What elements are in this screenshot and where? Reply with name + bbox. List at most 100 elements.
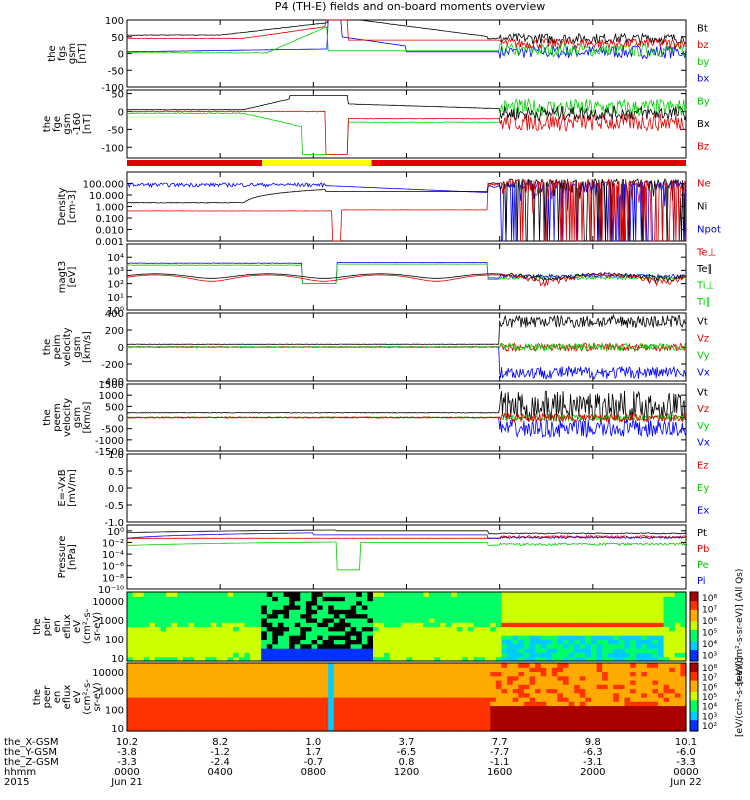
peer-cell [557, 705, 564, 711]
peer-cell [361, 675, 368, 681]
peir-cell [523, 626, 531, 632]
peir-cell [389, 613, 396, 619]
peir-cell [389, 609, 396, 615]
peir-cell [585, 592, 592, 597]
peer-cell [574, 722, 581, 728]
peer-cell [585, 667, 592, 673]
peer-cell [361, 726, 368, 732]
peer-cell [680, 709, 687, 715]
peir-cell [406, 652, 413, 658]
peer-cell [216, 671, 223, 677]
peir-cell [238, 592, 245, 597]
peir-cell [177, 592, 184, 597]
peer-cell [350, 726, 357, 732]
peir-cell [490, 609, 497, 615]
peer-cell [568, 722, 575, 728]
peir-cell [568, 592, 575, 597]
peir-cell [283, 600, 290, 606]
peer-cell [646, 722, 654, 728]
peer-cell [412, 709, 419, 715]
peer-cell [440, 722, 447, 728]
peir-cell [434, 617, 441, 623]
axis-row-value: 2000 [580, 767, 605, 778]
peer-cell [378, 726, 385, 732]
peer-cell [674, 688, 681, 694]
peir-cell [602, 613, 609, 619]
peer-cell [652, 684, 659, 690]
peir-cell [557, 596, 564, 602]
peir-cell [182, 626, 190, 632]
peir-cell [624, 604, 631, 610]
peir-cell [345, 600, 352, 606]
peir-cell [468, 656, 475, 662]
peer-colorbar-tick: 10² [702, 722, 717, 732]
peir-cell [557, 604, 564, 610]
peer-cell [227, 663, 234, 668]
peir-cell [261, 592, 268, 597]
peir-cell [529, 639, 536, 645]
peer-colorbar-cell [690, 719, 698, 724]
peer-cell [277, 671, 285, 677]
peer-cell [585, 701, 592, 707]
peer-cell [440, 709, 447, 715]
peir-cell [596, 617, 603, 623]
peir-cell [607, 626, 614, 632]
peer-cell [574, 714, 581, 719]
peer-cell [451, 684, 458, 690]
peir-cell [574, 613, 581, 619]
peir-cell [646, 643, 654, 649]
peer-cell [423, 718, 430, 724]
peer-cell [277, 709, 285, 715]
peer-cell [641, 701, 648, 707]
peir-cell [412, 635, 419, 640]
axis-row-label: the_Y-GSM [4, 747, 57, 758]
peir-cell [428, 652, 436, 658]
peir-cell [680, 592, 687, 597]
peer-cell [417, 705, 424, 711]
peer-cell [356, 726, 363, 732]
peir-cell [529, 596, 536, 602]
peir-cell [345, 596, 352, 602]
peer-cell [322, 722, 329, 728]
peer-cell [624, 705, 631, 711]
peir-cell [210, 596, 217, 602]
pressure-legend-Pi: Pi [697, 576, 706, 587]
peir-cell [194, 613, 201, 619]
peir-cell [423, 643, 430, 649]
peer-cell [350, 688, 357, 694]
peer-cell [138, 667, 145, 673]
peer-cell [574, 709, 581, 715]
peir-cell [635, 613, 642, 619]
peir-cell [378, 600, 385, 606]
peer-cell [182, 714, 190, 719]
peem-ytick-label: 0 [118, 414, 124, 425]
peer-cell [579, 688, 586, 694]
peir-cell [361, 626, 368, 632]
peir-cell [367, 600, 374, 606]
peer-cell [127, 692, 134, 698]
peer-cell [479, 663, 486, 668]
peir-cell [294, 635, 301, 640]
peir-cell [579, 630, 586, 636]
peim-legend-Vz: Vz [697, 334, 709, 345]
peer-cell [210, 714, 217, 719]
peer-cell [289, 722, 296, 728]
peer-cell [400, 705, 408, 711]
peer-cell [289, 684, 296, 690]
peir-cell [479, 622, 486, 628]
peer-cell [400, 697, 408, 702]
peir-cell [557, 609, 564, 615]
peer-cell [233, 697, 240, 702]
peer-cell [462, 705, 469, 711]
peer-cell [579, 697, 586, 702]
peer-cell [607, 675, 614, 681]
peer-cell [641, 709, 648, 715]
peer-cell [618, 680, 626, 685]
peir-cell [674, 592, 681, 597]
peir-cell [378, 656, 385, 662]
peer-cell [171, 718, 178, 724]
peer-cell [233, 701, 240, 707]
peir-cell [154, 656, 162, 662]
peer-cell [680, 671, 687, 677]
peer-cell [255, 714, 262, 719]
